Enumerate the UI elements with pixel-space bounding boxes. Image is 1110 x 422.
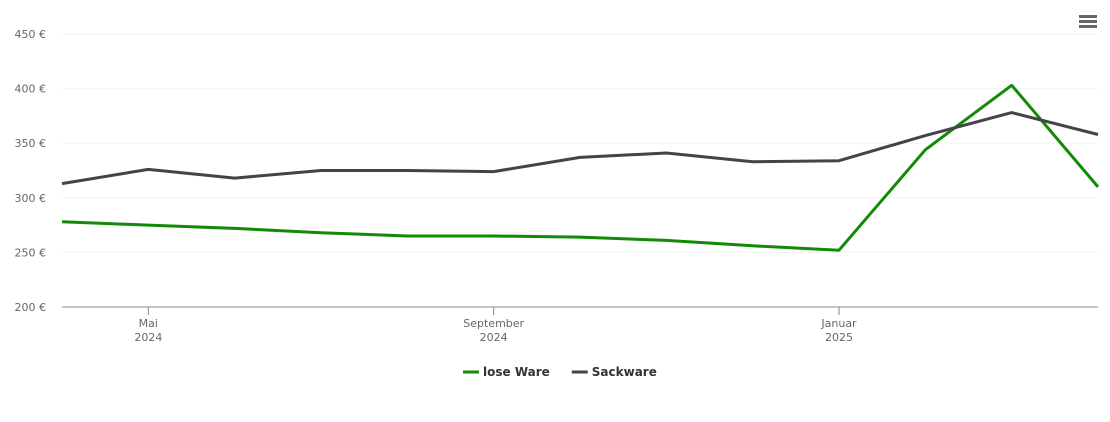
series-line bbox=[61, 111, 1099, 186]
menu-bar bbox=[1079, 25, 1097, 28]
x-tick-label: Mai 2024 bbox=[134, 317, 162, 344]
legend-label: lose Ware bbox=[483, 365, 550, 379]
legend-label: Sackware bbox=[592, 365, 657, 379]
menu-bar bbox=[1079, 15, 1097, 18]
menu-button[interactable] bbox=[1079, 15, 1097, 28]
y-tick-label: 350 € bbox=[15, 137, 47, 150]
x-tick-label-line: 2024 bbox=[134, 331, 162, 344]
y-tick-label: 200 € bbox=[15, 301, 47, 314]
legend: lose Ware Sackware bbox=[463, 365, 657, 379]
x-tick-label: Januar 2025 bbox=[820, 317, 857, 344]
y-tick-label: 250 € bbox=[15, 246, 47, 259]
x-tick-label: September 2024 bbox=[463, 317, 524, 344]
x-tick-label-line: Januar bbox=[820, 317, 857, 330]
y-tick-label: 300 € bbox=[15, 192, 47, 205]
x-tick-label-line: September bbox=[463, 317, 524, 330]
menu-bar bbox=[1079, 20, 1097, 23]
legend-item[interactable]: lose Ware bbox=[463, 365, 550, 379]
series-line bbox=[61, 83, 1100, 252]
y-tick-label: 400 € bbox=[15, 83, 47, 96]
legend-item[interactable]: Sackware bbox=[571, 365, 657, 379]
x-tick-label-line: 2025 bbox=[825, 331, 853, 344]
x-tick-label-line: 2024 bbox=[480, 331, 508, 344]
x-tick-label-line: Mai bbox=[139, 317, 158, 330]
y-tick-label: 450 € bbox=[15, 28, 47, 41]
